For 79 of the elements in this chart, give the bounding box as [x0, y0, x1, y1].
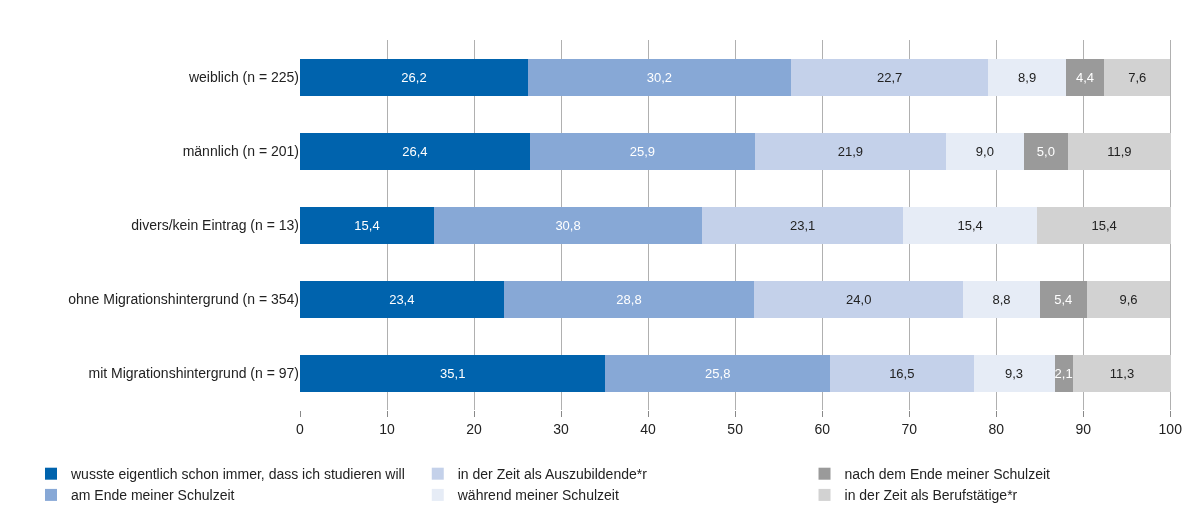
bar [755, 132, 946, 170]
data-label: 25,9 [629, 143, 656, 159]
bar [1037, 206, 1172, 244]
bar [1065, 58, 1105, 96]
x-tick-label: 20 [466, 420, 483, 437]
bar [300, 354, 606, 392]
y-tick-label: weiblich (n = 225) [187, 68, 299, 85]
x-tick-label: 10 [379, 420, 396, 437]
x-tick-label: 50 [727, 420, 744, 437]
x-tick-label: 40 [640, 420, 657, 437]
bar [529, 132, 756, 170]
data-label: 23,1 [789, 217, 816, 233]
data-label: 28,8 [616, 291, 642, 307]
bar [754, 280, 964, 318]
data-label: 24,0 [846, 291, 872, 307]
data-label: 15,4 [354, 217, 380, 233]
bar [1039, 280, 1087, 318]
bar [790, 58, 989, 96]
data-label: 26,2 [401, 69, 427, 85]
data-label: 16,5 [889, 365, 915, 381]
data-label: 30,8 [555, 217, 581, 233]
bar [903, 206, 1038, 244]
data-label: 30,2 [646, 69, 673, 85]
bar [963, 280, 1040, 318]
data-label: 26,4 [402, 143, 428, 159]
data-label: 8,8 [992, 291, 1011, 307]
data-label: 35,1 [440, 365, 466, 381]
data-label: 4,4 [1075, 69, 1095, 85]
x-tick-label: 90 [1075, 420, 1092, 437]
data-label: 22,7 [876, 69, 903, 85]
data-label: 11,3 [1109, 365, 1135, 381]
x-tick-label: 80 [988, 420, 1005, 437]
y-tick-label: männlich (n = 201) [182, 142, 299, 159]
x-tick-label: 60 [814, 420, 831, 437]
bar [300, 206, 435, 244]
x-tick-label: 70 [901, 420, 918, 437]
data-label: 15,4 [957, 217, 983, 233]
legend-label: am Ende meiner Schulzeit [71, 487, 235, 504]
bar [503, 280, 755, 318]
data-label: 9,3 [1005, 365, 1024, 381]
bar [528, 58, 791, 96]
x-tick-label: 100 [1158, 420, 1183, 437]
x-tick-label: 30 [553, 420, 570, 437]
legend-label: in der Zeit als Berufstätige*r [844, 487, 1018, 504]
legend-label: während meiner Schulzeit [456, 487, 619, 504]
data-label: 15,4 [1091, 217, 1117, 233]
data-label: 11,9 [1107, 143, 1132, 159]
x-tick-label: 0 [296, 420, 305, 437]
bar [300, 132, 530, 170]
bar [945, 132, 1025, 170]
data-label: 2,1 [1054, 365, 1073, 381]
bar [434, 206, 703, 244]
bar [300, 58, 529, 96]
bar [988, 58, 1066, 96]
data-label: 23,4 [389, 291, 415, 307]
bar [1024, 132, 1068, 170]
data-label: 5,0 [1036, 143, 1055, 159]
legend-label: wusste eigentlich schon immer, dass ich studieren will [70, 466, 405, 483]
legend-label: nach dem Ende meiner Schulzeit [844, 466, 1051, 483]
data-label: 21,9 [837, 143, 864, 159]
bar [605, 354, 830, 392]
data-label: 8,9 [1018, 69, 1037, 85]
y-tick-label: ohne Migrationshintergrund (n = 354) [68, 290, 299, 307]
data-label: 25,8 [705, 365, 731, 381]
bar [1104, 58, 1171, 96]
bar [829, 354, 974, 392]
data-label: 9,6 [1119, 291, 1138, 307]
data-label: 5,4 [1054, 291, 1073, 307]
bar [1086, 280, 1171, 318]
data-label: 9,0 [975, 143, 994, 159]
bar [1072, 354, 1172, 392]
bar [973, 354, 1055, 392]
legend-label: in der Zeit als Auszubildende*r [457, 466, 648, 483]
bar [300, 280, 504, 318]
y-tick-label: mit Migrationshintergrund (n = 97) [88, 364, 299, 381]
bar [1067, 132, 1172, 170]
y-tick-label: divers/kein Eintrag (n = 13) [131, 216, 299, 233]
data-label: 7,6 [1128, 69, 1147, 85]
bar [702, 206, 904, 244]
